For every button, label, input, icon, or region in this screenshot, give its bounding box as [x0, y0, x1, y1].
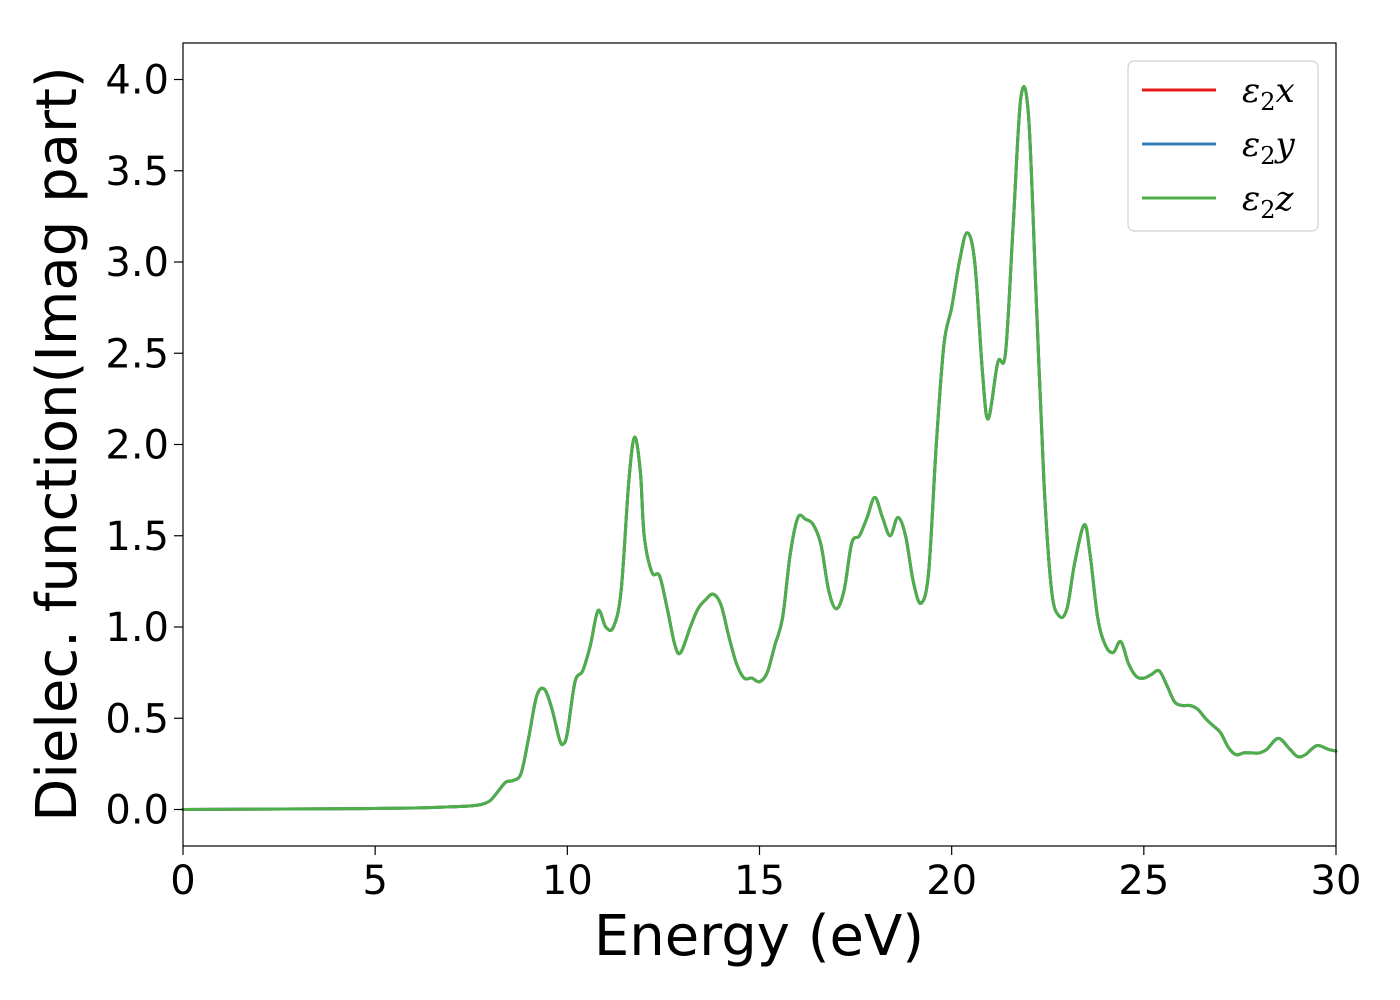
x-tick-label: 0	[170, 858, 195, 904]
series-line-z	[181, 85, 1338, 811]
x-tick-label: 25	[1118, 858, 1169, 904]
legend-label-z: ε2z	[1242, 179, 1295, 224]
legend: ε2x ε2y ε2z	[1127, 60, 1319, 232]
y-tick-label: 2.5	[105, 331, 169, 377]
y-tick-label: 2.0	[105, 423, 169, 469]
y-tick-label: 3.5	[105, 149, 169, 195]
y-axis-label: Dielec. function(Imag part)	[25, 66, 90, 822]
y-axis-ticks: 0.0 0.5 1.0 1.5 2.0 2.5 3.0 3.5 4.0	[105, 58, 183, 834]
x-tick-label: 10	[542, 858, 593, 904]
y-tick-label: 0.5	[105, 696, 169, 742]
y-tick-label: 4.0	[105, 58, 169, 104]
x-tick-label: 15	[734, 858, 785, 904]
legend-label-y: ε2y	[1242, 125, 1296, 170]
y-tick-label: 1.5	[105, 514, 169, 560]
legend-box	[1127, 60, 1319, 232]
x-tick-label: 30	[1311, 858, 1362, 904]
x-axis-label: Energy (eV)	[594, 904, 924, 969]
y-tick-label: 0.0	[105, 788, 169, 834]
x-axis-ticks: 0 5 10 15 20 25 30	[170, 846, 1361, 904]
y-tick-label: 1.0	[105, 605, 169, 651]
series-layer	[181, 85, 1338, 811]
y-tick-label: 3.0	[105, 240, 169, 286]
x-tick-label: 20	[926, 858, 977, 904]
x-tick-label: 5	[362, 858, 387, 904]
legend-label-x: ε2x	[1242, 71, 1295, 116]
